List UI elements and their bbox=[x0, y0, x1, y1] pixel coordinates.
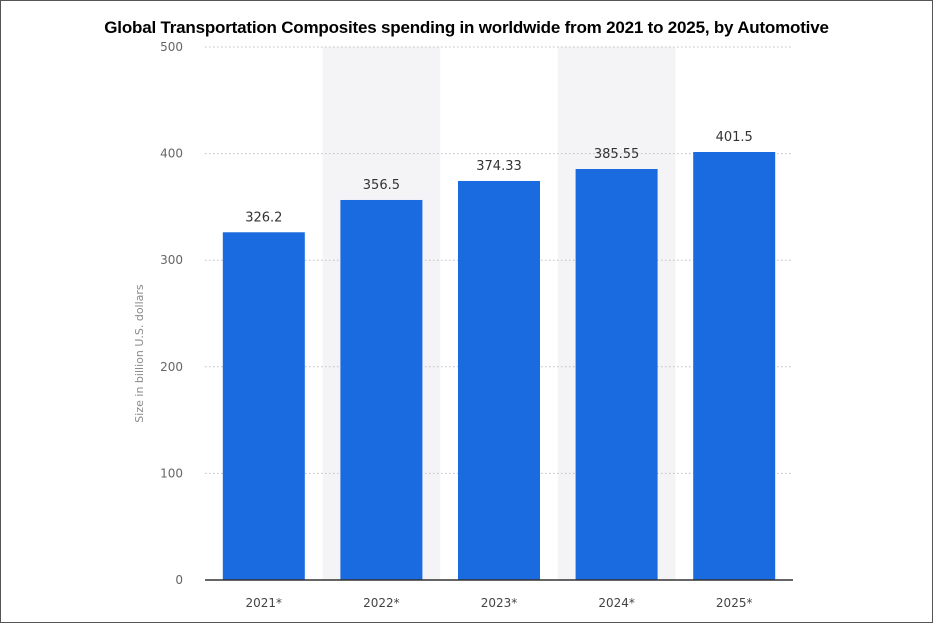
x-axis-categories: 2021* 2022* 2023* 2024* 2025* bbox=[246, 596, 753, 610]
y-tick-label: 200 bbox=[160, 360, 183, 374]
value-label: 356.5 bbox=[363, 178, 400, 193]
y-tick-label: 100 bbox=[160, 466, 183, 480]
y-axis-label: Size in billion U.S. dollars bbox=[133, 284, 146, 423]
value-label: 385.55 bbox=[594, 147, 640, 162]
bars bbox=[222, 152, 776, 580]
value-label: 401.5 bbox=[716, 130, 753, 145]
x-tick-label: 2022* bbox=[363, 596, 400, 610]
y-tick-label: 500 bbox=[160, 40, 183, 54]
x-tick-label: 2024* bbox=[598, 596, 635, 610]
x-tick-label: 2023* bbox=[481, 596, 518, 610]
bar bbox=[340, 199, 423, 580]
bar bbox=[575, 169, 658, 580]
y-tick-label: 300 bbox=[160, 253, 183, 267]
bar bbox=[458, 180, 540, 580]
chart-title: Global Transportation Composites spendin… bbox=[104, 18, 829, 37]
value-label: 326.2 bbox=[245, 210, 282, 225]
value-label: 374.33 bbox=[476, 159, 522, 174]
y-axis-ticks: 0 100 200 300 400 500 bbox=[160, 40, 183, 587]
x-tick-label: 2025* bbox=[716, 596, 753, 610]
x-tick-label: 2021* bbox=[246, 596, 283, 610]
bar bbox=[222, 232, 305, 580]
y-tick-label: 0 bbox=[175, 573, 183, 587]
y-tick-label: 400 bbox=[160, 147, 183, 161]
bar bbox=[693, 152, 776, 580]
value-labels: 326.2 356.5 374.33 385.55 401.5 bbox=[245, 130, 753, 225]
